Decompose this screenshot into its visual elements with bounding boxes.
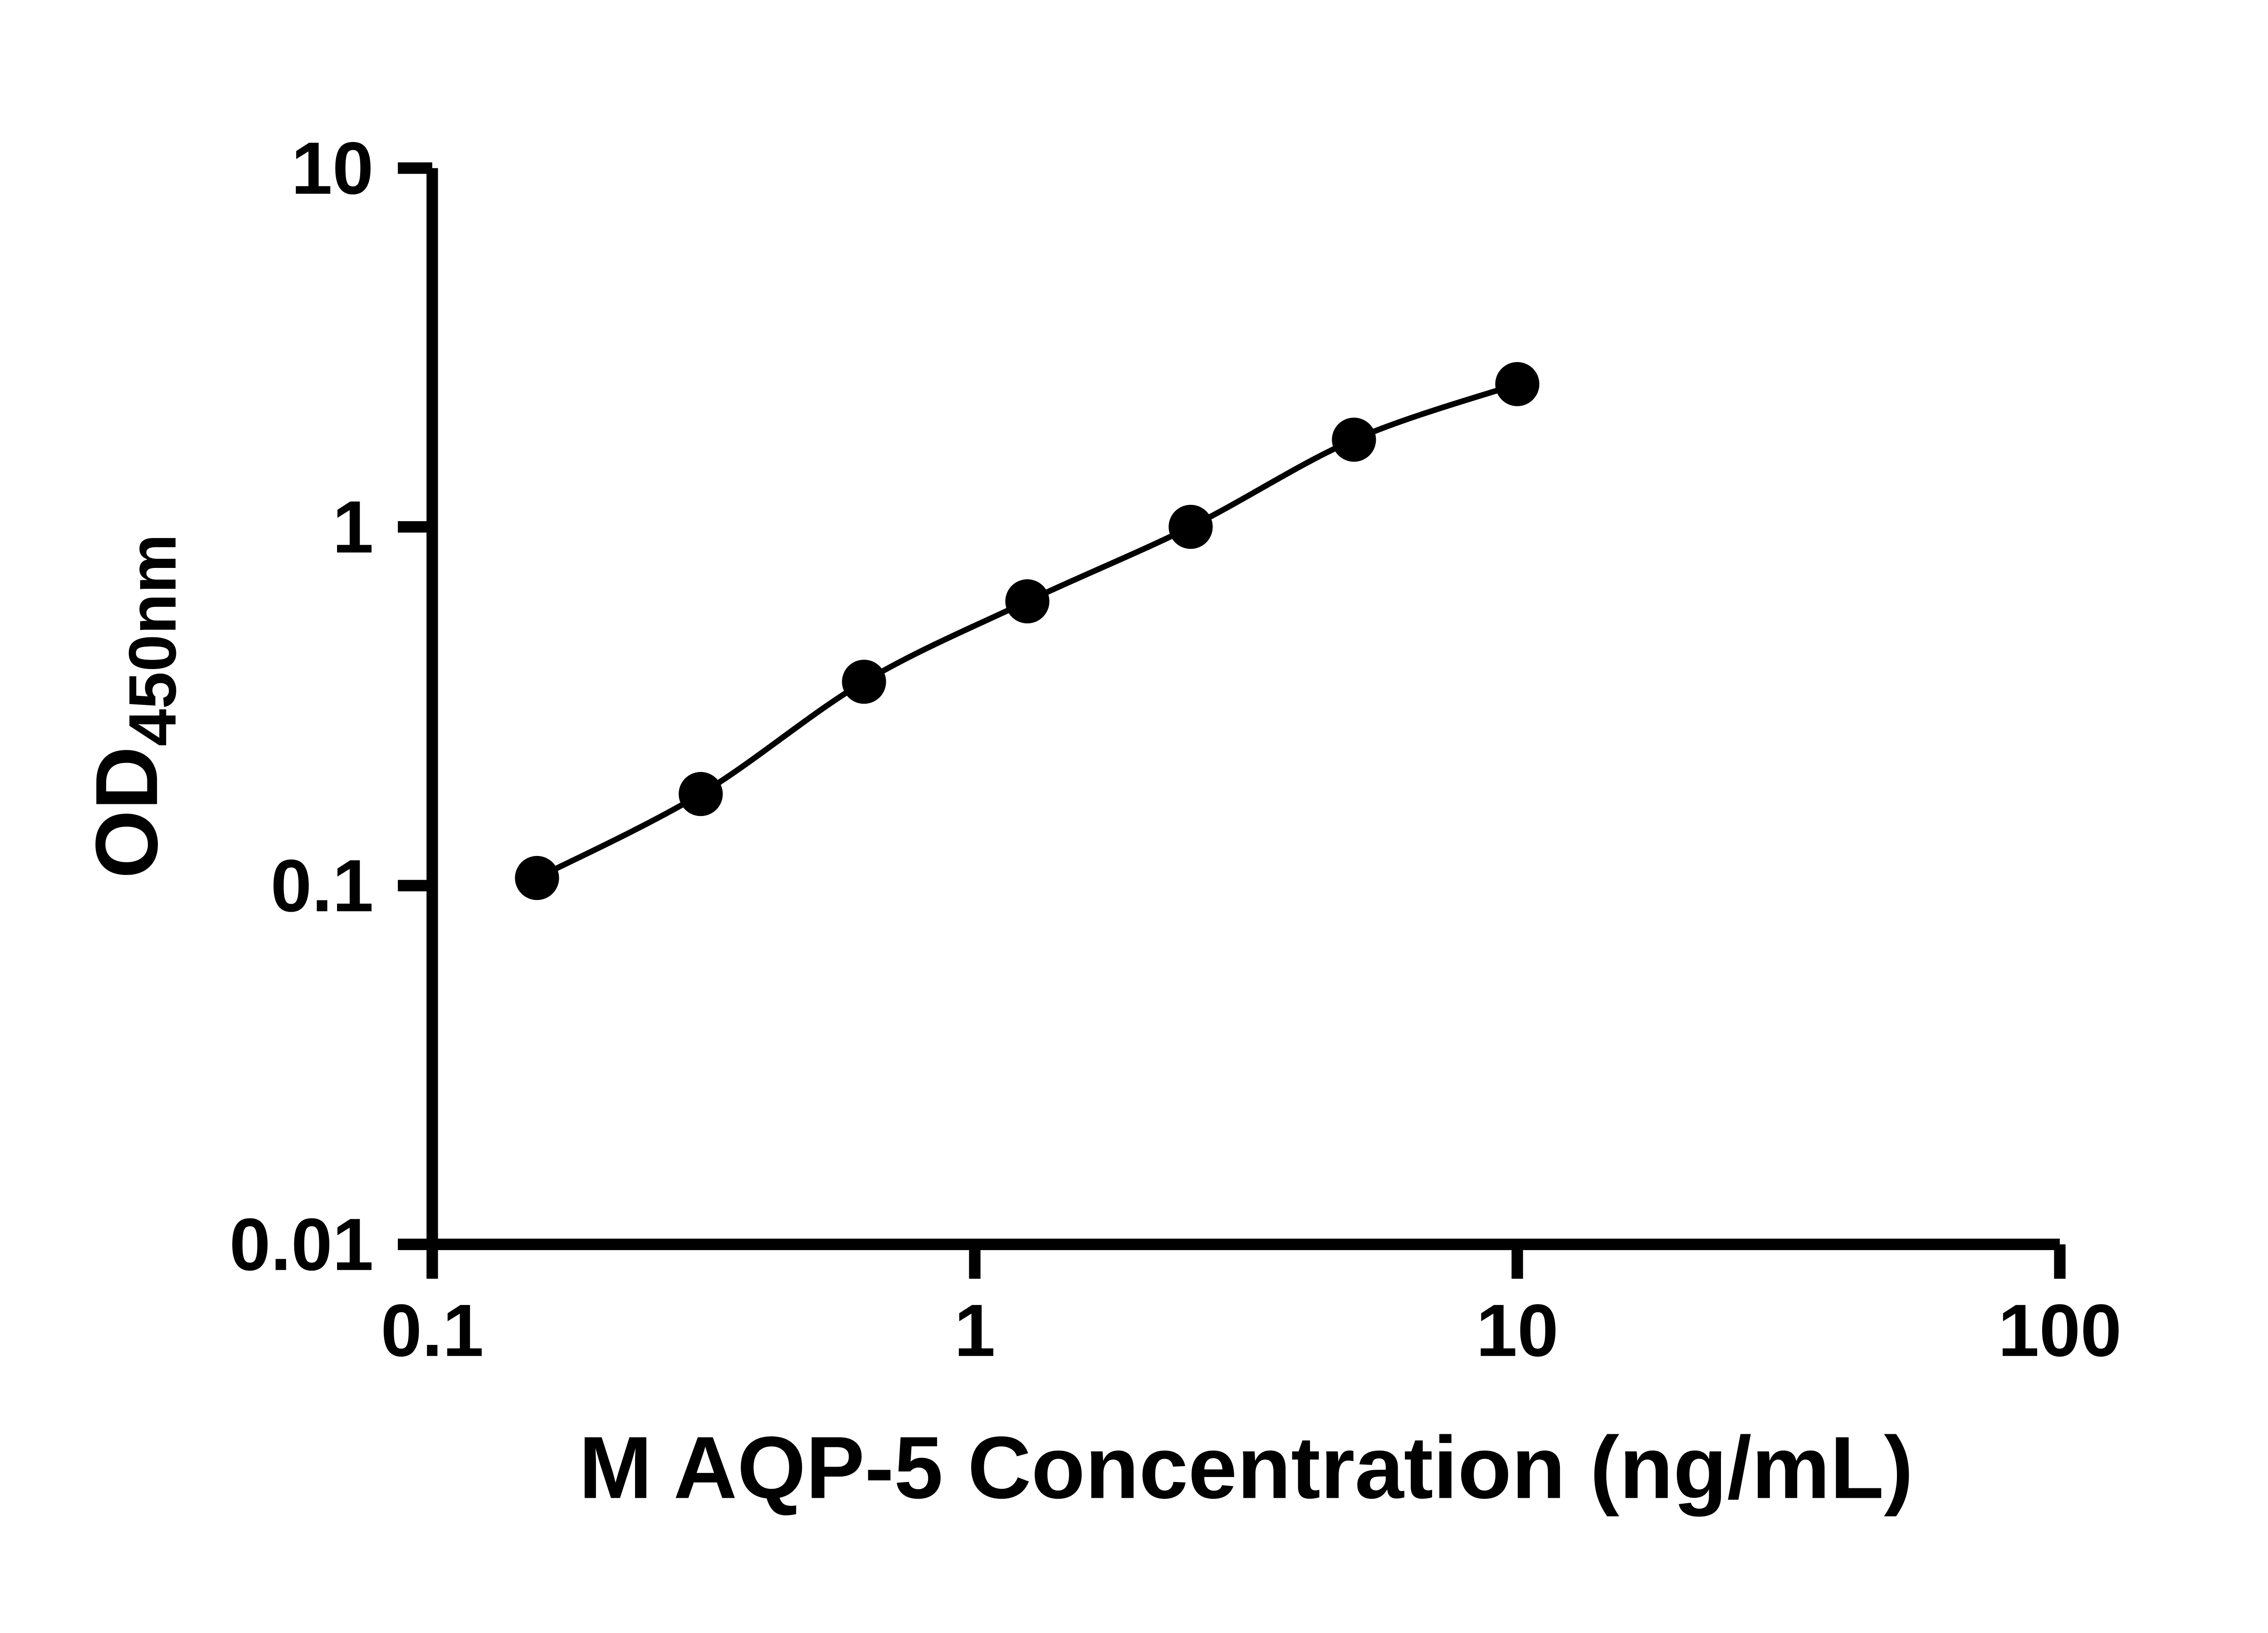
y-axis-tick-label: 0.01: [230, 1203, 374, 1286]
data-point: [1332, 417, 1376, 462]
axis-spines: [426, 168, 2060, 1250]
y-axis-tick-label: 0.1: [271, 844, 374, 927]
data-point: [515, 856, 559, 900]
x-axis-tick-label: 100: [1998, 1289, 2122, 1372]
x-axis-tick-label: 1: [954, 1289, 996, 1372]
data-point: [1005, 579, 1050, 624]
x-axis-tick-label: 0.1: [381, 1289, 484, 1372]
y-axis-tick-label: 1: [332, 485, 374, 568]
data-point: [842, 660, 886, 704]
data-point: [679, 772, 723, 816]
y-axis-title: OD450nm: [78, 534, 190, 879]
data-point: [1495, 362, 1540, 406]
data-point: [1168, 504, 1213, 549]
x-axis-title: M AQP-5 Concentration (ng/mL): [579, 1418, 1913, 1517]
y-axis-tick-label: 10: [291, 127, 374, 210]
x-axis-tick-label: 10: [1476, 1289, 1559, 1372]
